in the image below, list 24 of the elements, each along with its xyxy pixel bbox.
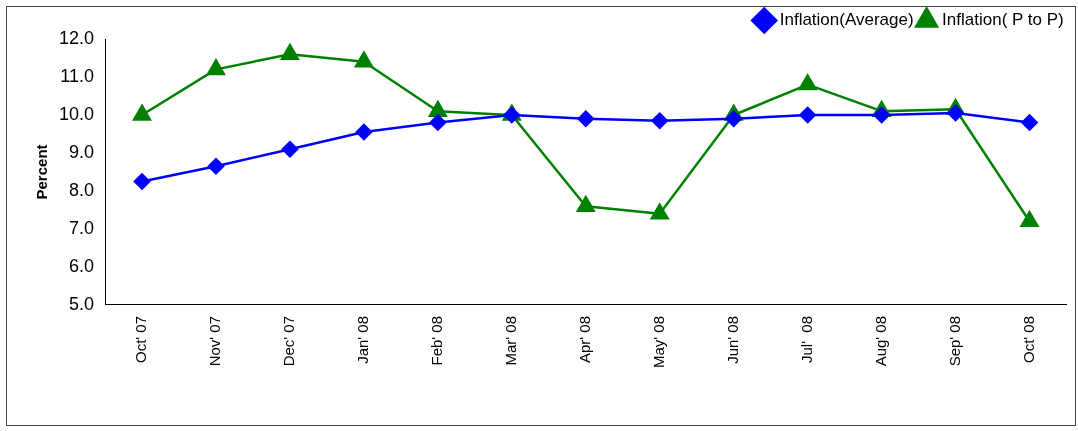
x-tick-label: Jan' 08 bbox=[354, 315, 372, 364]
x-tick-label: Feb' 08 bbox=[427, 315, 445, 366]
x-tick-label: Jun' 08 bbox=[723, 315, 741, 364]
x-tick-label: Dec' 07 bbox=[280, 315, 298, 367]
x-tick-label: Oct' 08 bbox=[1019, 315, 1037, 364]
x-tick-label: Nov' 07 bbox=[206, 315, 224, 367]
legend-label: Inflation( P to P) bbox=[942, 10, 1064, 30]
y-tick-label: 8.0 bbox=[69, 179, 95, 200]
x-tick-label: Aug' 08 bbox=[871, 315, 889, 367]
legend-label: Inflation(Average) bbox=[779, 10, 914, 30]
y-tick-label: 12.0 bbox=[58, 27, 95, 48]
y-tick-label: 9.0 bbox=[69, 141, 95, 162]
y-tick-label: 5.0 bbox=[69, 293, 95, 314]
y-tick-label: 10.0 bbox=[58, 103, 95, 124]
y-tick-label: 7.0 bbox=[69, 217, 95, 238]
x-tick-label: Mar' 08 bbox=[501, 315, 519, 366]
x-tick-label: Oct' 07 bbox=[132, 315, 150, 364]
x-tick-label: Jul' 08 bbox=[797, 315, 815, 364]
y-tick-label: 6.0 bbox=[69, 255, 95, 276]
y-axis-title: Percent bbox=[33, 144, 51, 200]
y-tick-label: 11.0 bbox=[60, 65, 95, 86]
x-tick-label: May' 08 bbox=[649, 315, 667, 369]
x-tick-label: Sep' 08 bbox=[945, 315, 963, 367]
x-tick-label: Apr' 08 bbox=[575, 315, 593, 364]
